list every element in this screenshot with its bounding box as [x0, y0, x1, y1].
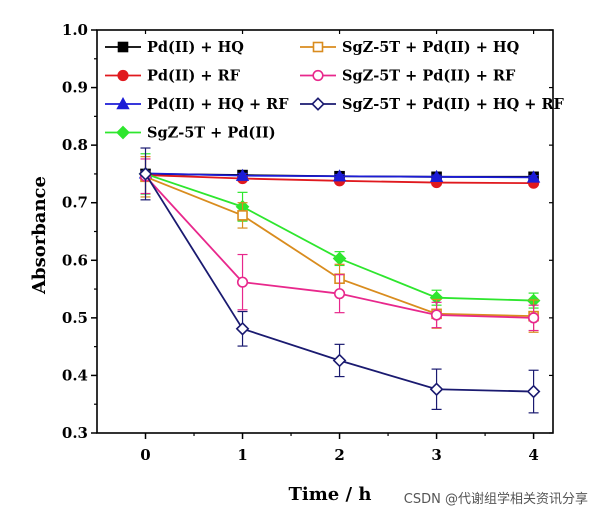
- axes: 0.3 0.4 0.5 0.6 0.7 0.8 0.9 1.0 0 1 2 3 4: [62, 21, 554, 464]
- y-tick-label: 0.5: [62, 309, 88, 327]
- y-tick-label: 0.9: [62, 79, 88, 97]
- y-tick-label: 0.3: [62, 424, 88, 442]
- legend-label: SgZ-5T + Pd(II) + RF: [342, 68, 516, 85]
- legend-label: SgZ-5T + Pd(II) + HQ + RF: [342, 96, 565, 113]
- series-7: [138, 147, 541, 414]
- legend: Pd(II) + HQ SgZ-5T + Pd(II) + HQ Pd(II) + …: [105, 39, 565, 142]
- data-point: [429, 382, 444, 397]
- y-tick-label: 0.4: [62, 366, 88, 384]
- legend-item-3: Pd(II) + HQ + RF: [105, 96, 289, 113]
- legend-item-2: Pd(II) + RF: [105, 68, 241, 85]
- watermark-text: CSDN @代谢组学相关资讯分享: [404, 491, 588, 507]
- plot-area: [138, 147, 541, 414]
- legend-label: Pd(II) + HQ: [147, 39, 244, 56]
- legend-marker: [116, 97, 130, 110]
- data-point: [236, 276, 249, 288]
- data-point: [527, 312, 540, 324]
- x-tick-label: 3: [431, 446, 441, 464]
- legend-item-4: SgZ-5T + Pd(II): [105, 125, 276, 142]
- data-point: [526, 384, 541, 399]
- y-tick-label: 0.8: [62, 136, 88, 154]
- data-point: [332, 251, 347, 266]
- legend-label: Pd(II) + HQ + RF: [147, 96, 289, 113]
- x-axis-title: Time / h: [289, 484, 372, 505]
- data-point: [332, 169, 347, 182]
- data-point: [429, 169, 444, 183]
- legend-marker: [312, 41, 324, 53]
- y-tick-label: 0.6: [62, 251, 88, 269]
- data-point: [333, 288, 346, 300]
- legend-marker: [117, 69, 129, 82]
- series-6: [139, 158, 540, 332]
- x-tick-label: 1: [237, 446, 247, 464]
- y-tick-label: 1.0: [62, 21, 88, 39]
- data-point: [235, 321, 250, 336]
- legend-item-5: SgZ-5T + Pd(II) + HQ: [300, 39, 520, 56]
- series-3: [138, 166, 541, 183]
- x-tick-label: 0: [140, 446, 150, 464]
- plot-frame: [96, 29, 554, 434]
- y-tick-label: 0.7: [62, 194, 88, 212]
- legend-item-6: SgZ-5T + Pd(II) + RF: [300, 68, 516, 85]
- legend-marker: [312, 69, 324, 82]
- data-point: [138, 167, 153, 181]
- legend-marker: [117, 41, 129, 53]
- legend-marker: [116, 125, 130, 140]
- legend-marker: [311, 97, 325, 111]
- legend-item-1: Pd(II) + HQ: [105, 39, 244, 56]
- x-tick-label: 2: [334, 446, 344, 464]
- legend-label: SgZ-5T + Pd(II) + HQ: [342, 39, 520, 56]
- data-point: [430, 309, 443, 321]
- data-point: [526, 170, 541, 183]
- data-point: [332, 353, 347, 368]
- y-axis-title: Absorbance: [29, 176, 50, 295]
- data-point: [237, 210, 248, 221]
- legend-item-7: SgZ-5T + Pd(II) + HQ + RF: [300, 96, 565, 113]
- data-point: [235, 168, 250, 181]
- legend-label: Pd(II) + RF: [147, 68, 241, 85]
- legend-label: SgZ-5T + Pd(II): [147, 125, 276, 142]
- x-tick-label: 4: [528, 446, 538, 464]
